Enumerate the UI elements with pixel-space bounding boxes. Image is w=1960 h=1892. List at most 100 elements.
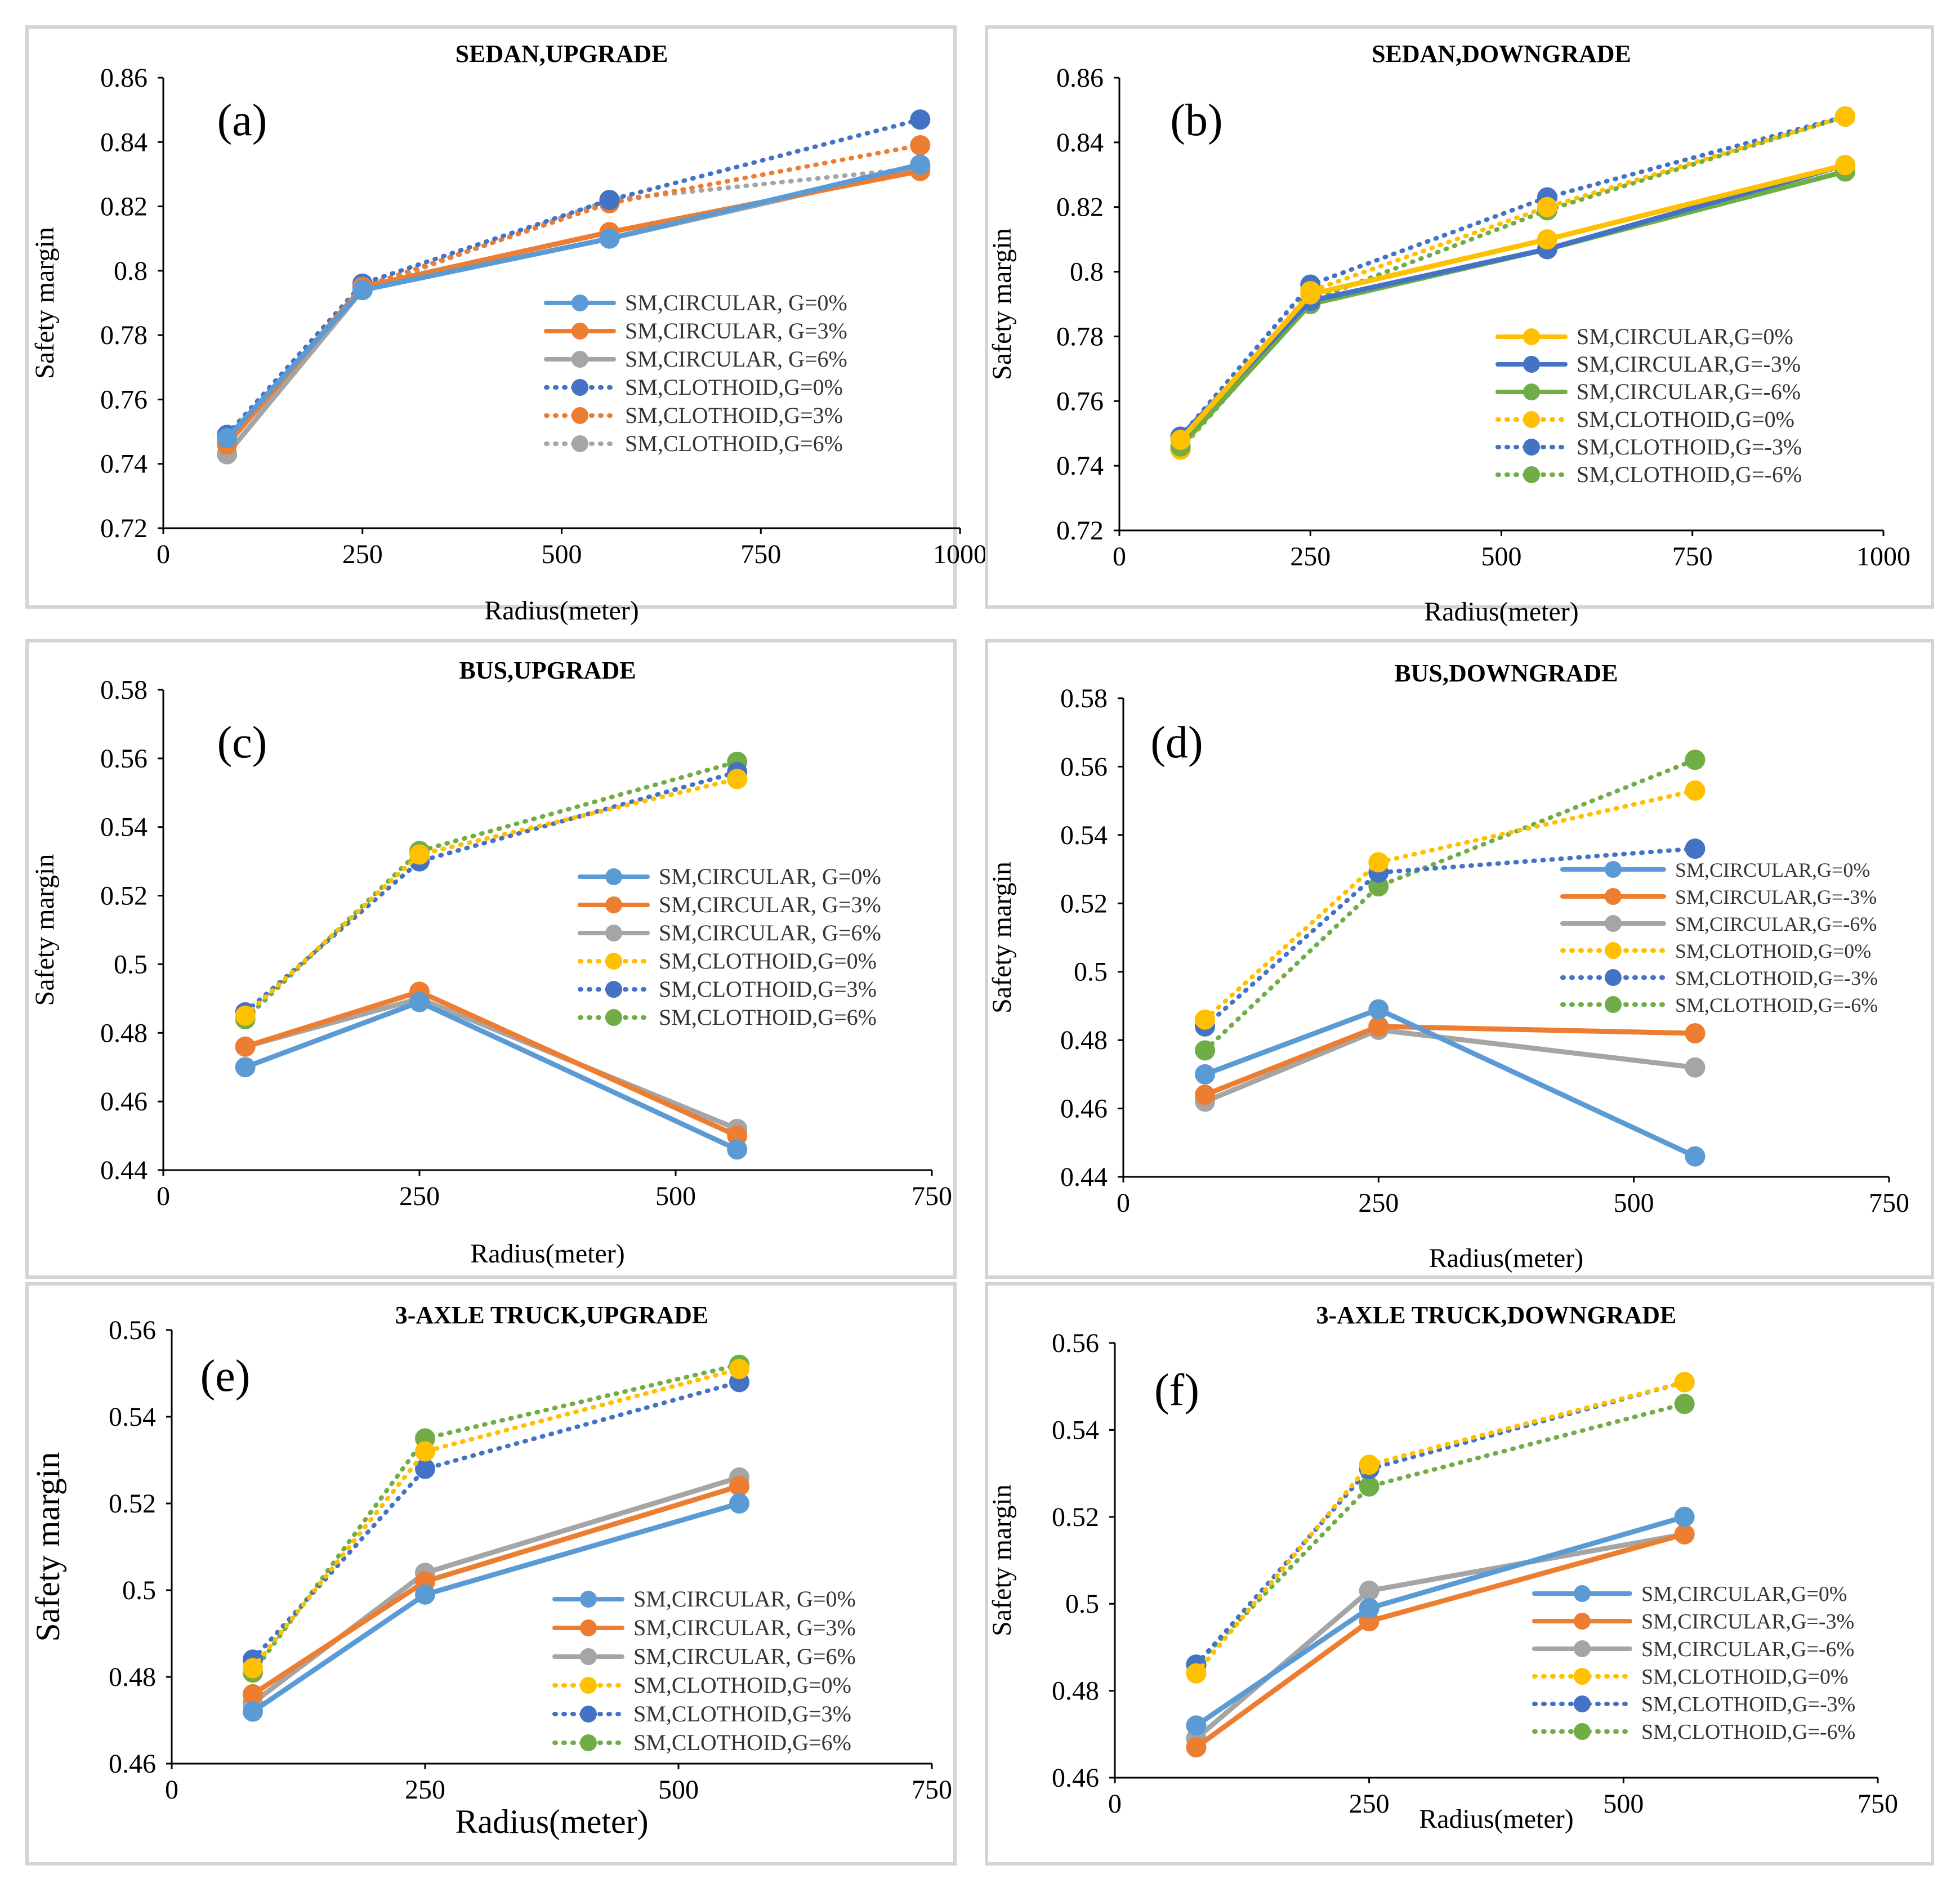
legend-label: SM,CIRCULAR, G=6% <box>633 1644 856 1669</box>
legend-label: SM,CIRCULAR,G=-3% <box>1641 1610 1854 1634</box>
series-line <box>1203 846 1698 1029</box>
y-tick-label: 0.54 <box>100 813 148 842</box>
legend-label: SM,CIRCULAR,G=-3% <box>1675 886 1877 908</box>
legend-marker <box>1574 1585 1591 1602</box>
legend-marker <box>572 351 588 368</box>
x-axis-title: Radius(meter) <box>470 1239 625 1269</box>
data-point <box>1685 1057 1705 1078</box>
x-axis-title: Radius(meter) <box>455 1803 648 1840</box>
legend-marker <box>1605 996 1622 1013</box>
legend-label: SM,CLOTHOID,G=-6% <box>1577 462 1802 487</box>
y-tick-label: 0.52 <box>1060 889 1108 918</box>
y-tick-label: 0.74 <box>100 449 148 479</box>
legend-marker <box>580 1619 597 1636</box>
legend-label: SM,CLOTHOID,G=0% <box>1577 407 1794 432</box>
legend-marker <box>1605 942 1622 959</box>
y-tick-label: 0.56 <box>1052 1328 1099 1358</box>
chart-panel: 0.44 0.46 0.48 0.5 0.52 0.54 0.56 0.58 0 250 500 75… <box>25 639 957 1279</box>
y-axis-title: Safety margin <box>29 1452 66 1641</box>
y-tick-label: 0.46 <box>1060 1094 1108 1124</box>
chart-title: SEDAN,DOWNGRADE <box>1372 40 1631 68</box>
legend-marker <box>1574 1640 1591 1657</box>
legend-marker <box>572 435 588 452</box>
data-point <box>1195 1064 1216 1085</box>
y-tick-label: 0.46 <box>100 1087 148 1117</box>
x-tick-label: 0 <box>165 1775 178 1805</box>
legend-label: SM,CLOTHOID,G=6% <box>633 1730 851 1755</box>
data-point <box>1674 1394 1695 1414</box>
x-tick-label: 250 <box>342 539 383 569</box>
chart-title: BUS,UPGRADE <box>459 657 636 684</box>
data-point <box>1537 229 1557 250</box>
data-point <box>1359 1598 1379 1618</box>
chart-panel: 0.46 0.48 0.5 0.52 0.54 0.56 0 250 500 750 3-AXLE … <box>25 1282 957 1866</box>
panel-label: (b) <box>1170 96 1222 145</box>
legend-label: SM,CIRCULAR,G=0% <box>1641 1582 1847 1606</box>
chart-panel: 0.46 0.48 0.5 0.52 0.54 0.56 0 250 500 750 3-AXLE … <box>985 1282 1934 1866</box>
series-line <box>225 117 923 438</box>
x-tick-label: 750 <box>1858 1789 1898 1819</box>
legend-marker <box>580 1591 597 1608</box>
panel-label: (f) <box>1154 1366 1199 1415</box>
legend-label: SM,CLOTHOID,G=0% <box>1675 940 1871 962</box>
data-point <box>1835 155 1856 176</box>
y-tick-label: 0.48 <box>1052 1676 1099 1706</box>
data-point <box>415 1441 435 1462</box>
legend-marker <box>1523 328 1540 345</box>
legend-marker <box>1605 861 1622 878</box>
legend-label: SM,CIRCULAR, G=3% <box>633 1615 856 1640</box>
panel-border <box>25 639 957 1279</box>
legend-marker <box>1605 969 1622 986</box>
y-tick-label: 0.56 <box>109 1315 156 1345</box>
chart-panel: 0.44 0.46 0.48 0.5 0.52 0.54 0.56 0.58 0 250 500 75… <box>985 639 1934 1279</box>
data-point <box>243 1701 263 1722</box>
y-tick-label: 0.82 <box>100 192 148 222</box>
data-point <box>235 1057 256 1078</box>
legend-marker <box>580 1648 597 1665</box>
x-tick-label: 250 <box>399 1181 440 1211</box>
legend-label: SM,CIRCULAR, G=0% <box>633 1586 856 1612</box>
legend-label: SM,CIRCULAR, G=3% <box>659 892 881 917</box>
y-tick-label: 0.86 <box>100 63 148 93</box>
y-tick-label: 0.5 <box>1065 1589 1099 1619</box>
data-point <box>1685 838 1705 859</box>
y-tick-label: 0.78 <box>1056 322 1104 351</box>
legend-label: SM,CIRCULAR, G=0% <box>625 290 847 315</box>
y-tick-label: 0.52 <box>100 881 148 911</box>
data-point <box>1170 430 1191 450</box>
legend-marker <box>605 925 622 941</box>
y-tick-label: 0.72 <box>1056 516 1104 546</box>
legend-label: SM,CLOTHOID,G=0% <box>625 374 843 400</box>
x-tick-label: 0 <box>1108 1789 1122 1819</box>
legend-label: SM,CLOTHOID,G=0% <box>659 948 877 974</box>
y-tick-label: 0.58 <box>1060 684 1108 713</box>
data-point <box>1186 1663 1207 1684</box>
legend-marker <box>605 896 622 913</box>
x-tick-label: 250 <box>1349 1789 1390 1819</box>
data-point <box>1368 852 1389 873</box>
y-tick-label: 0.52 <box>1052 1502 1099 1532</box>
legend-label: SM,CLOTHOID,G=-3% <box>1577 434 1802 459</box>
legend-label: SM,CLOTHOID,G=6% <box>659 1005 877 1030</box>
panel-label: (e) <box>200 1351 251 1401</box>
data-point <box>1368 999 1389 1020</box>
legend-marker <box>580 1706 597 1723</box>
chart-panel: 0.72 0.74 0.76 0.78 0.8 0.82 0.84 0.86 0 250 500 75… <box>985 25 1934 627</box>
chart-panel: 0.72 0.74 0.76 0.78 0.8 0.82 0.84 0.86 0 250 500 75… <box>25 25 987 626</box>
data-point <box>1685 780 1705 801</box>
y-tick-label: 0.54 <box>1052 1415 1099 1445</box>
legend-marker <box>1523 383 1540 400</box>
panel-label: (d) <box>1150 718 1203 767</box>
chart-title: 3-AXLE TRUCK,DOWNGRADE <box>1316 1301 1677 1329</box>
legend-marker <box>605 953 622 970</box>
chart-title: 3-AXLE TRUCK,UPGRADE <box>395 1301 709 1329</box>
y-tick-label: 0.8 <box>1070 257 1104 287</box>
y-tick-label: 0.82 <box>1056 193 1104 222</box>
legend-marker <box>1574 1668 1591 1685</box>
data-point <box>409 844 430 865</box>
legend-label: SM,CIRCULAR,G=-3% <box>1577 351 1801 377</box>
y-tick-label: 0.72 <box>100 514 148 543</box>
series-line <box>1178 114 1848 439</box>
x-tick-label: 750 <box>1869 1188 1909 1218</box>
y-tick-label: 0.5 <box>114 949 148 979</box>
